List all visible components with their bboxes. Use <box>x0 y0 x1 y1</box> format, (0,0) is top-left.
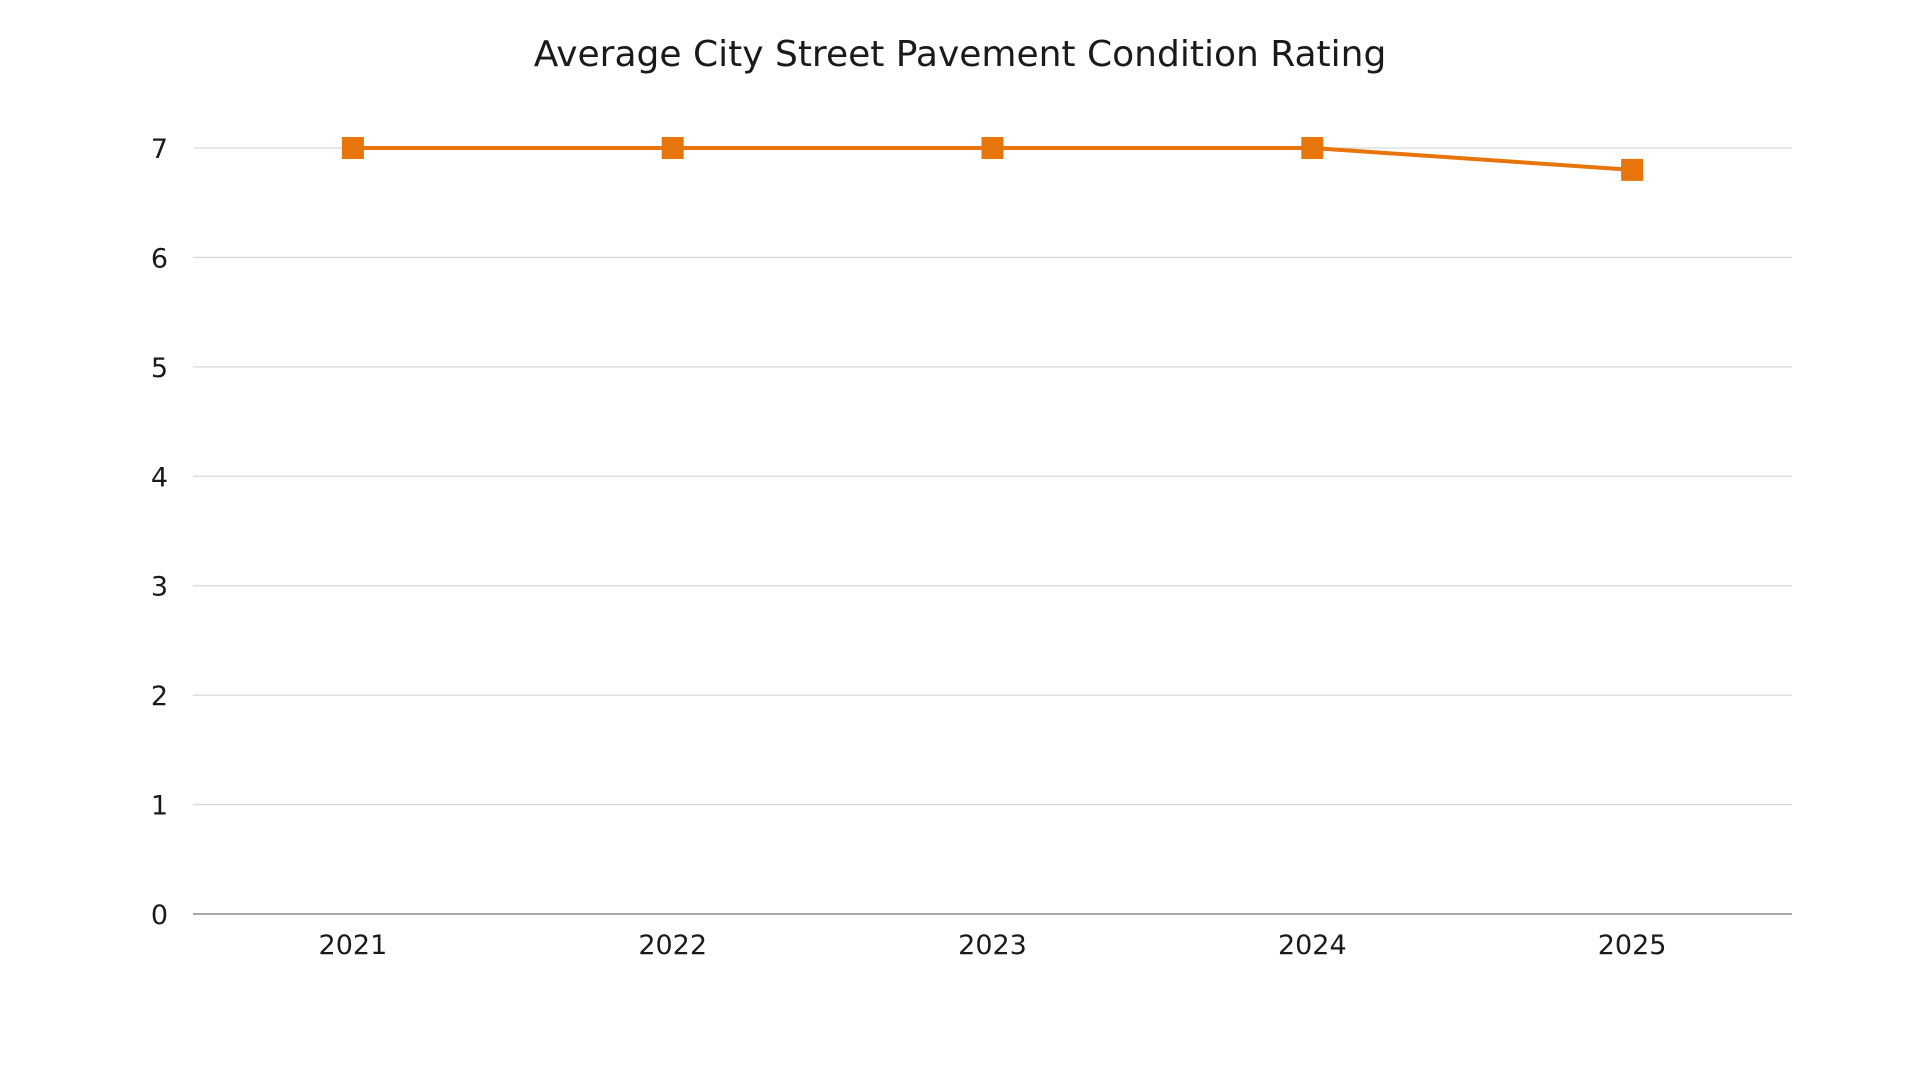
chart-title: Average City Street Pavement Condition R… <box>533 34 1387 75</box>
y-tick-label: 5 <box>151 353 168 384</box>
y-tick-label: 1 <box>151 791 168 822</box>
series-layer <box>341 137 1644 181</box>
y-tick-label: 0 <box>151 900 168 931</box>
y-tick-label: 7 <box>151 134 168 165</box>
data-point-marker <box>1301 137 1324 159</box>
x-tick-label: 2025 <box>1598 930 1667 961</box>
x-tick-label: 2024 <box>1278 930 1347 961</box>
y-tick-label: 2 <box>151 681 168 712</box>
y-tick-label: 3 <box>151 572 168 603</box>
data-point-marker <box>1621 158 1644 181</box>
x-tick-label: 2023 <box>958 930 1027 961</box>
x-tick-label: 2022 <box>638 930 707 961</box>
data-point-marker <box>661 137 684 159</box>
y-tick-label: 6 <box>151 243 168 274</box>
tick-labels: 0 1 2 3 4 5 6 7 2021 2022 2023 2024 2025 <box>151 134 1667 961</box>
gridlines <box>193 147 1792 806</box>
x-tick-label: 2021 <box>319 930 388 961</box>
data-point-marker <box>341 137 364 159</box>
data-point-marker <box>981 137 1004 159</box>
y-tick-label: 4 <box>151 462 168 493</box>
